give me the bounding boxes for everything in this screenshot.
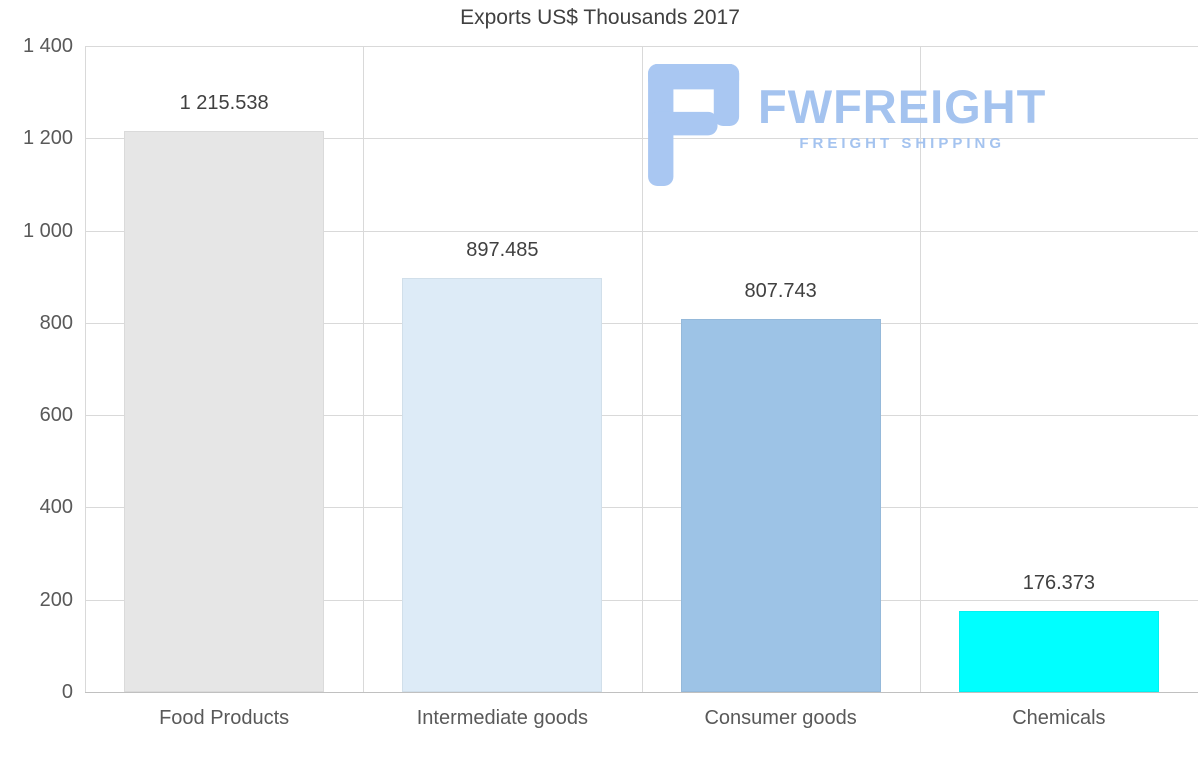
bar — [402, 277, 603, 692]
y-axis-tick-label: 1 400 — [22, 35, 73, 57]
bar — [958, 610, 1159, 692]
bar-value-label: 176.373 — [1022, 571, 1096, 594]
y-axis-line — [85, 46, 86, 692]
gridline-vertical — [919, 46, 921, 692]
gridline-vertical — [363, 46, 365, 692]
chart-title: Exports US$ Thousands 2017 — [460, 6, 740, 29]
y-axis-tick-label: 800 — [39, 311, 73, 334]
logo-text-block: FWFREIGHT FREIGHT SHIPPING — [758, 64, 1047, 153]
x-axis-line — [85, 692, 1198, 693]
category-label: Consumer goods — [704, 707, 857, 729]
logo-wordmark: FWFREIGHT — [758, 80, 1047, 133]
fwfreight-logo: FWFREIGHT FREIGHT SHIPPING — [648, 64, 1046, 186]
category-label: Intermediate goods — [416, 707, 588, 729]
logo-tagline: FREIGHT SHIPPING — [799, 135, 1006, 153]
y-axis-tick-label: 1 200 — [22, 127, 73, 150]
y-axis-tick-label: 1 000 — [22, 219, 73, 242]
bar-value-label: 897.485 — [466, 238, 539, 261]
bar — [124, 131, 325, 692]
y-axis-tick-label: 200 — [39, 588, 73, 611]
category-label: Chemicals — [1012, 707, 1106, 729]
gridline-vertical — [641, 46, 643, 692]
bar-value-label: 807.743 — [744, 280, 817, 303]
fwfreight-logo-icon — [648, 64, 740, 186]
category-label: Food Products — [159, 707, 290, 729]
bar — [680, 319, 881, 692]
y-axis-tick-label: 400 — [39, 496, 73, 519]
y-axis-tick-label: 600 — [39, 404, 73, 427]
y-axis-tick-label: 0 — [61, 681, 73, 703]
bar-value-label: 1 215.538 — [179, 92, 269, 115]
